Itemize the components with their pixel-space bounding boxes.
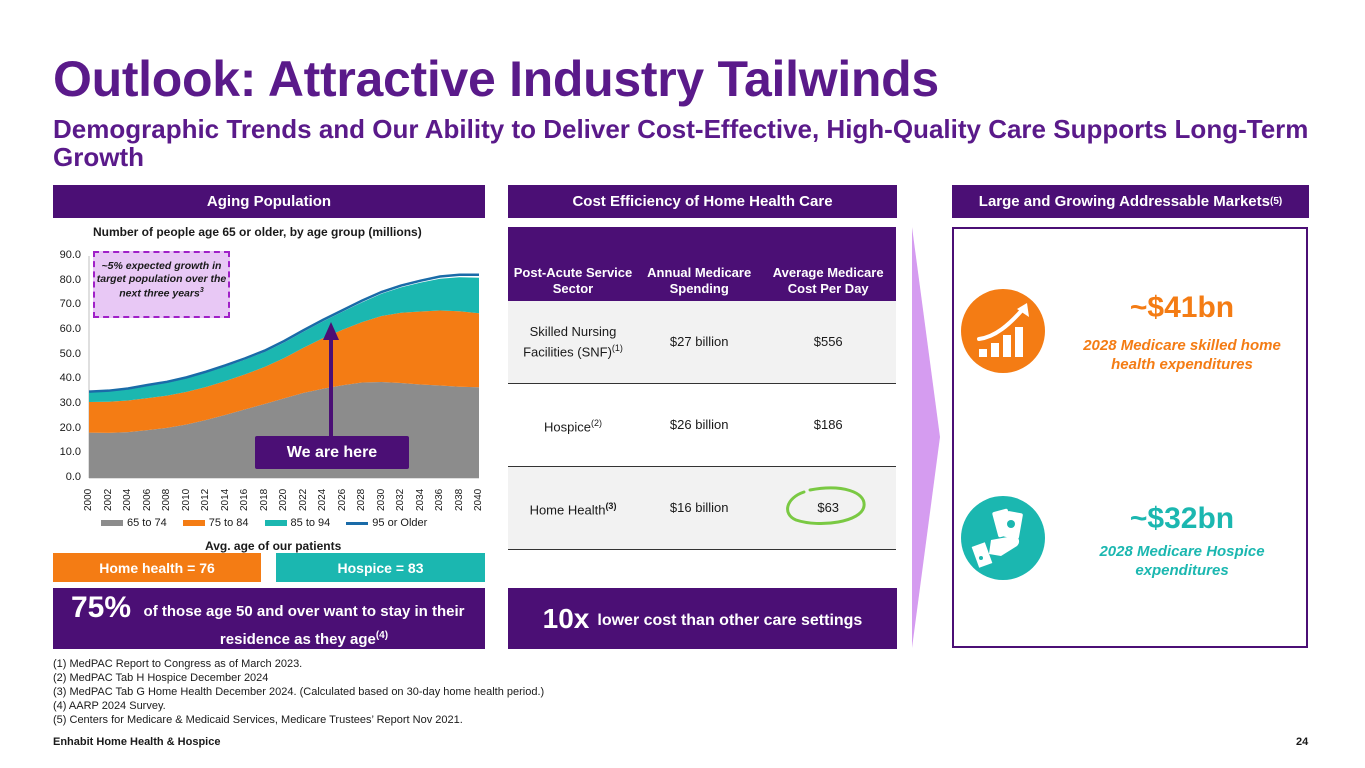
- footnote: (2) MedPAC Tab H Hospice December 2024: [53, 672, 269, 684]
- stay-home-percent: 75%: [71, 591, 132, 624]
- legend-swatch: [182, 520, 205, 527]
- col-header-cost: Average Medicare Cost Per Day: [760, 227, 896, 301]
- footnotes: (1) MedPAC Report to Congress as of Marc…: [53, 657, 544, 727]
- stay-home-banner: 75% of those age 50 and over want to sta…: [53, 588, 485, 649]
- cost-table: Post-Acute Service Sector Annual Medicar…: [508, 227, 896, 550]
- y-tick-label: 50.0: [59, 347, 81, 360]
- cost-banner-big: 10x: [542, 602, 590, 634]
- chart-title: Number of people age 65 or older, by age…: [93, 225, 422, 239]
- hospice-market-label: 2028 Medicare Hospice expenditures: [1099, 543, 1265, 579]
- sector-text: Skilled Nursing Facilities (SNF): [523, 323, 617, 360]
- marker-arrow-head: [323, 322, 339, 340]
- legend-label: 95 or Older: [372, 517, 428, 529]
- sector-sup: (2): [590, 417, 602, 428]
- hospice-market-value: ~$32bn: [1129, 502, 1235, 535]
- cost-banner-text: lower cost than other care settings: [597, 611, 863, 629]
- y-tick-label: 80.0: [59, 273, 81, 286]
- stay-home-text: of those age 50 and over want to stay in…: [143, 603, 465, 648]
- legend-label: 75 to 84: [208, 517, 249, 529]
- cell-sector: Skilled Nursing Facilities (SNF)(1): [508, 301, 638, 384]
- table-row: Hospice(2) $26 billion $186: [508, 383, 896, 467]
- table-row: Skilled Nursing Facilities (SNF)(1) $27 …: [508, 301, 896, 384]
- cell-spending: $16 billion: [638, 466, 761, 550]
- footnote: (3) MedPAC Tab G Home Health December 20…: [53, 686, 545, 698]
- growth-callout-sup: 3: [199, 287, 204, 294]
- aging-header: Aging Population: [53, 185, 485, 218]
- markets-box: [952, 227, 1308, 648]
- money-hand-icon: [961, 496, 1045, 580]
- legend-item: 65 to 74: [101, 517, 167, 529]
- sector-text: Hospice: [544, 419, 591, 435]
- cost-header: Cost Efficiency of Home Health Care: [508, 185, 897, 218]
- skilled-market-label: 2028 Medicare skilled home health expend…: [1083, 337, 1281, 373]
- highlight-circle-icon: [786, 486, 866, 526]
- chart-legend: 65 to 74 75 to 84 85 to 94 95 or Older: [101, 517, 427, 529]
- legend-swatch: [264, 520, 287, 527]
- section-arrow-icon: [912, 227, 940, 648]
- page-number: 24: [1296, 736, 1309, 748]
- home-health-cost-value: $63: [817, 500, 840, 515]
- cell-sector: Home Health(3): [508, 466, 638, 550]
- growth-callout-text: ~5% expected growth in target population…: [96, 260, 227, 300]
- stay-home-text-wrap: of those age 50 and over want to stay in…: [139, 600, 469, 652]
- y-tick-label: 20.0: [59, 421, 81, 434]
- area-85-to-94: [89, 277, 479, 403]
- col-header-sector: Post-Acute Service Sector: [508, 227, 638, 301]
- cell-cost: $556: [760, 301, 896, 384]
- hospice-age-pill: Hospice = 83: [276, 553, 485, 582]
- stay-home-sup: (4): [375, 630, 389, 641]
- avg-age-label: Avg. age of our patients: [205, 539, 342, 553]
- line-95-or-older: [88, 273, 479, 393]
- page-subtitle: Demographic Trends and Our Ability to De…: [53, 114, 1309, 172]
- y-tick-label: 30.0: [59, 397, 81, 409]
- cell-sector: Hospice(2): [508, 383, 638, 467]
- cost-table-header-row: Post-Acute Service Sector Annual Medicar…: [508, 227, 896, 301]
- legend-item: 85 to 94: [264, 517, 331, 529]
- y-tick-label: 0.0: [65, 471, 81, 483]
- footnote: (4) AARP 2024 Survey.: [53, 700, 166, 712]
- footer-company: Enhabit Home Health & Hospice: [53, 736, 221, 748]
- y-tick-label: 90.0: [59, 249, 81, 261]
- sector-text: Home Health: [529, 502, 606, 518]
- cost-banner: 10x lower cost than other care settings: [508, 588, 897, 649]
- legend-label: 85 to 94: [290, 517, 331, 529]
- legend-swatch: [346, 521, 369, 525]
- legend-swatch: [101, 520, 123, 527]
- footnote: (1) MedPAC Report to Congress as of Marc…: [53, 658, 303, 670]
- growth-callout: ~5% expected growth in target population…: [93, 251, 230, 318]
- area-75-to-84: [89, 310, 479, 433]
- cell-cost: $186: [760, 383, 896, 467]
- aging-population-chart: [88, 256, 479, 479]
- growth-chart-icon: [961, 289, 1045, 373]
- footnote: (5) Centers for Medicare & Medicaid Serv…: [53, 714, 463, 726]
- cell-spending: $26 billion: [638, 383, 761, 467]
- page-title: Outlook: Attractive Industry Tailwinds: [53, 51, 939, 107]
- cell-spending: $27 billion: [638, 301, 761, 384]
- skilled-market-value: ~$41bn: [1129, 291, 1235, 324]
- markets-header: Large and Growing Addressable Markets (5): [952, 185, 1309, 218]
- y-tick-label: 70.0: [59, 298, 81, 311]
- y-tick-label: 10.0: [59, 446, 81, 459]
- table-row: Home Health(3) $16 billion $63: [508, 466, 896, 550]
- markets-header-sup: (5): [1269, 196, 1283, 207]
- markets-header-text: Large and Growing Addressable Markets: [978, 193, 1270, 210]
- legend-item: 75 to 84: [182, 517, 249, 529]
- col-header-spending: Annual Medicare Spending: [638, 227, 761, 301]
- we-are-here-label: We are here: [255, 436, 409, 469]
- legend-label: 65 to 74: [127, 517, 167, 529]
- y-tick-label: 60.0: [59, 323, 81, 335]
- y-tick-label: 40.0: [59, 372, 81, 385]
- sector-sup: (3): [605, 500, 617, 511]
- legend-item: 95 or Older: [346, 517, 427, 529]
- home-health-age-pill: Home health = 76: [53, 553, 261, 582]
- sector-sup: (1): [611, 342, 623, 353]
- cell-cost: $63: [760, 466, 896, 550]
